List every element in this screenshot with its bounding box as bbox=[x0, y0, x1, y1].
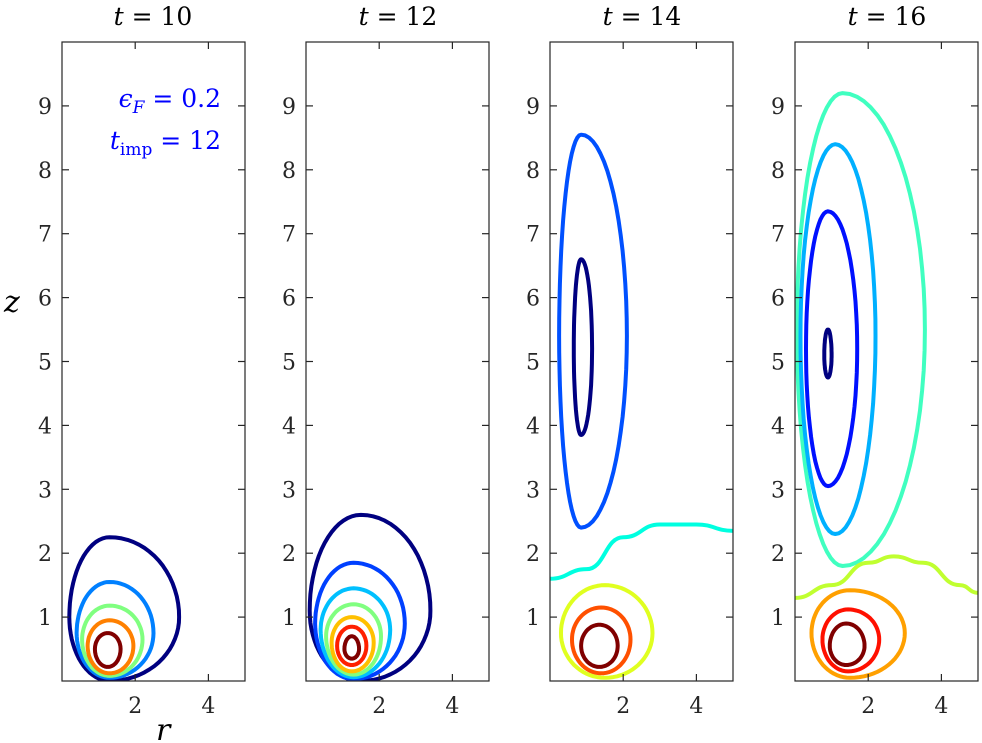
y-tick-label: 4 bbox=[526, 414, 540, 439]
contour-line bbox=[559, 583, 655, 680]
panel-1: 1 2 3 4 5 6 7 8 9 2 4 bbox=[38, 41, 246, 719]
y-tick-label: 1 bbox=[38, 606, 52, 631]
panel-title-4: t = 16 bbox=[848, 2, 927, 31]
y-tick-label: 6 bbox=[38, 287, 52, 312]
contour-line bbox=[335, 624, 369, 667]
x-tick-label: 2 bbox=[861, 694, 875, 719]
contour-line bbox=[67, 535, 182, 681]
x-tick-label: 4 bbox=[445, 694, 459, 719]
contour-line bbox=[85, 618, 136, 676]
contour-line bbox=[329, 615, 376, 674]
y-tick-label: 2 bbox=[38, 542, 52, 567]
contour-line bbox=[795, 554, 978, 600]
y-tick-label: 2 bbox=[282, 542, 296, 567]
contour-lines bbox=[67, 535, 182, 681]
y-tick-label: 4 bbox=[38, 414, 52, 439]
x-tick-label: 4 bbox=[201, 694, 215, 719]
contour-line bbox=[795, 91, 927, 568]
contour-lines bbox=[795, 91, 978, 680]
y-tick-label: 8 bbox=[526, 159, 540, 184]
y-tick-label: 9 bbox=[282, 95, 296, 120]
contour-line bbox=[92, 631, 123, 669]
contour-lines bbox=[550, 132, 733, 680]
y-axis-label: z bbox=[3, 285, 20, 320]
panel-2: 1 2 3 4 5 6 7 8 9 2 4 bbox=[282, 41, 490, 719]
contour-line bbox=[809, 588, 907, 680]
x-tick-label: 4 bbox=[934, 694, 948, 719]
y-tick-label: 4 bbox=[771, 414, 785, 439]
x-tick-label: 2 bbox=[372, 694, 386, 719]
contour-lines bbox=[307, 512, 433, 681]
contour-line bbox=[307, 512, 433, 681]
y-tick-label: 6 bbox=[282, 287, 296, 312]
annotation-epsilon: ϵF = 0.2 bbox=[119, 84, 221, 118]
contour-line bbox=[324, 602, 383, 677]
contour-line bbox=[318, 586, 393, 680]
contour-line bbox=[80, 603, 145, 678]
axes-frame bbox=[305, 41, 490, 682]
contour-line bbox=[342, 634, 362, 661]
y-tick-label: 7 bbox=[771, 223, 785, 248]
y-tick-label: 3 bbox=[771, 478, 785, 503]
x-tick-label: 2 bbox=[616, 694, 630, 719]
y-tick-label: 3 bbox=[282, 478, 296, 503]
x-tick-label: 2 bbox=[128, 694, 142, 719]
panel-title-3: t = 14 bbox=[603, 2, 682, 31]
x-axis-label: r bbox=[156, 713, 172, 743]
contour-line bbox=[313, 560, 407, 681]
contour-line bbox=[820, 607, 882, 674]
y-tick-label: 1 bbox=[771, 606, 785, 631]
contour-line bbox=[571, 257, 595, 437]
contour-line bbox=[822, 327, 834, 380]
contour-line bbox=[827, 621, 867, 667]
y-tick-label: 9 bbox=[38, 95, 52, 120]
y-tick-label: 8 bbox=[282, 159, 296, 184]
y-tick-label: 2 bbox=[526, 542, 540, 567]
y-tick-label: 7 bbox=[38, 223, 52, 248]
panel-title-2: t = 12 bbox=[359, 2, 438, 31]
y-tick-label: 5 bbox=[771, 351, 785, 376]
y-tick-label: 7 bbox=[282, 223, 296, 248]
y-tick-label: 5 bbox=[282, 351, 296, 376]
y-tick-label: 3 bbox=[526, 478, 540, 503]
y-tick-label: 3 bbox=[38, 478, 52, 503]
contour-line bbox=[550, 522, 733, 581]
y-tick-label: 9 bbox=[526, 95, 540, 120]
contour-line bbox=[579, 622, 620, 669]
y-tick-label: 5 bbox=[526, 351, 540, 376]
panel-4: 1 2 3 4 5 6 7 8 9 2 4 bbox=[771, 41, 979, 719]
y-tick-label: 8 bbox=[38, 159, 52, 184]
panel-3: 1 2 3 4 5 6 7 8 9 2 4 bbox=[526, 41, 734, 719]
y-tick-label: 6 bbox=[526, 287, 540, 312]
y-tick-label: 2 bbox=[771, 542, 785, 567]
y-tick-label: 9 bbox=[771, 95, 785, 120]
contour-line bbox=[798, 142, 878, 536]
contour-line bbox=[804, 209, 860, 489]
y-tick-label: 6 bbox=[771, 287, 785, 312]
contour-line bbox=[74, 580, 156, 680]
contour-line bbox=[557, 132, 629, 530]
panels-group: 1 2 3 4 5 6 7 8 9 2 4 1 2 3 4 5 6 7 8 9 2 4 1 2 3 4 5 6 7 8 9 2 4 1 2 3 4 5 6 7… bbox=[38, 41, 979, 719]
y-tick-label: 7 bbox=[526, 223, 540, 248]
x-tick-label: 4 bbox=[689, 694, 703, 719]
y-tick-label: 1 bbox=[526, 606, 540, 631]
panel-title-1: t = 10 bbox=[114, 2, 193, 31]
y-tick-label: 5 bbox=[38, 351, 52, 376]
annotation-timp: timp = 12 bbox=[110, 126, 221, 160]
y-tick-label: 8 bbox=[771, 159, 785, 184]
contour-line bbox=[570, 605, 633, 676]
y-tick-label: 1 bbox=[282, 606, 296, 631]
y-tick-label: 4 bbox=[282, 414, 296, 439]
